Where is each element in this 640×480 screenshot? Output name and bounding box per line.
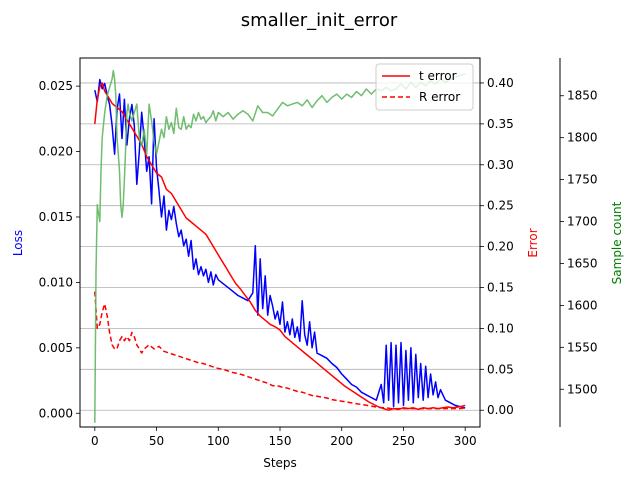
x-tick-label-0: 0 xyxy=(91,434,99,448)
loss-tick-label-2: 0.010 xyxy=(39,275,73,289)
sample-count-axis-label: Sample count xyxy=(610,201,624,284)
x-tick-label-6: 300 xyxy=(454,434,477,448)
loss-series-line xyxy=(94,78,466,409)
sample-tick-label-1: 1550 xyxy=(567,340,598,354)
r-error-series-line xyxy=(94,291,466,410)
sample-tick-label-7: 1850 xyxy=(567,89,598,103)
legend: t error R error xyxy=(375,63,474,111)
loss-tick-label-5: 0.025 xyxy=(39,79,73,93)
x-tick-label-4: 200 xyxy=(330,434,353,448)
loss-axis: 0.000 0.005 0.010 0.015 0.020 0.025 xyxy=(39,79,80,420)
error-tick-label-0: 0.00 xyxy=(487,403,514,417)
error-tick-label-1: 0.05 xyxy=(487,362,514,376)
x-tick-label-1: 50 xyxy=(149,434,164,448)
sample-tick-label-0: 1500 xyxy=(567,382,598,396)
error-tick-label-8: 0.40 xyxy=(487,76,514,90)
sample-count-axis: 1500 1550 1600 1650 1700 1750 1800 1850 xyxy=(560,89,598,396)
sample-tick-label-4: 1700 xyxy=(567,215,598,229)
loss-tick-label-4: 0.020 xyxy=(39,145,73,159)
loss-tick-label-1: 0.005 xyxy=(39,341,73,355)
error-tick-label-2: 0.10 xyxy=(487,321,514,335)
error-tick-label-6: 0.30 xyxy=(487,158,514,172)
t-error-series-line xyxy=(94,82,466,411)
error-axis-label: Error xyxy=(526,228,540,257)
sample-tick-label-3: 1650 xyxy=(567,256,598,270)
x-tick-label-5: 250 xyxy=(392,434,415,448)
legend-r-error-label: R error xyxy=(419,90,460,104)
loss-tick-label-3: 0.015 xyxy=(39,210,73,224)
loss-axis-label: Loss xyxy=(11,230,25,256)
sample-tick-label-2: 1600 xyxy=(567,298,598,312)
chart-title: smaller_init_error xyxy=(241,10,398,31)
x-axis-label: Steps xyxy=(263,456,297,470)
series-layer xyxy=(94,69,466,423)
error-axis: 0.00 0.05 0.10 0.15 0.20 0.25 0.30 0.35 0.40 xyxy=(480,76,514,417)
error-tick-label-3: 0.15 xyxy=(487,281,514,295)
sample-tick-label-6: 1800 xyxy=(567,131,598,145)
samples-series-line xyxy=(94,69,466,423)
error-tick-label-7: 0.35 xyxy=(487,117,514,131)
sample-tick-label-5: 1750 xyxy=(567,173,598,187)
loss-tick-label-0: 0.000 xyxy=(39,406,73,420)
x-tick-label-3: 150 xyxy=(269,434,292,448)
legend-t-error-label: t error xyxy=(419,69,457,83)
error-tick-label-5: 0.25 xyxy=(487,199,514,213)
x-tick-label-2: 100 xyxy=(207,434,230,448)
x-axis: 0 50 100 150 200 250 300 xyxy=(91,427,477,448)
error-tick-label-4: 0.20 xyxy=(487,240,514,254)
